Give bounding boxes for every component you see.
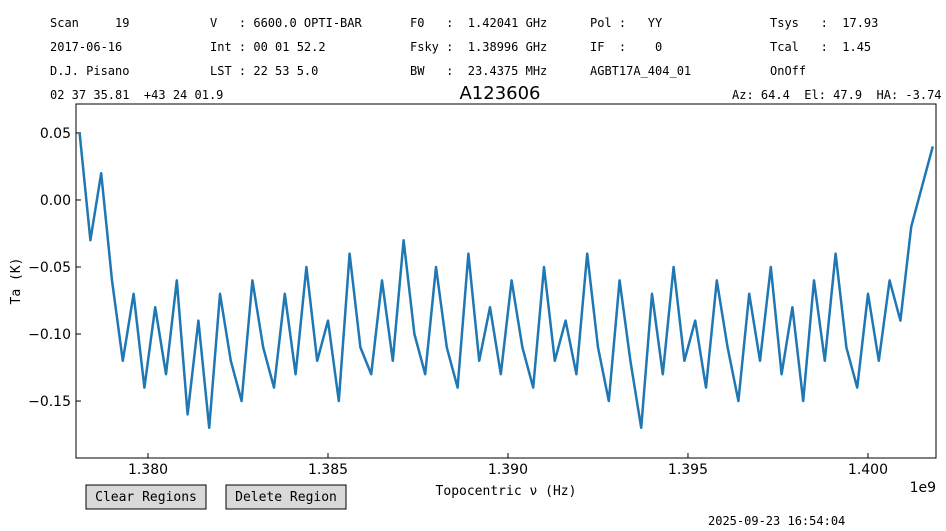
y-tick-label: −0.05 — [28, 260, 71, 276]
button-face — [225, 484, 347, 510]
header-field: Int : 00 01 52.2 — [210, 40, 326, 54]
y-axis-label: Ta (K) — [9, 258, 24, 305]
header-field: D.J. Pisano — [50, 64, 129, 78]
coordinates: 02 37 35.81 +43 24 01.9 — [50, 88, 223, 102]
timestamp: 2025-09-23 16:54:04 — [708, 514, 845, 528]
header-field: Pol : YY — [590, 16, 663, 30]
header-field: F0 : 1.42041 GHz — [410, 16, 547, 30]
button[interactable]: Clear Regions — [85, 484, 207, 510]
x-tick-label: 1.390 — [488, 462, 528, 478]
x-offset-label: 1e9 — [910, 480, 936, 496]
header-field: LST : 22 53 5.0 — [210, 64, 318, 78]
header-field: Scan 19 — [50, 16, 129, 30]
x-tick-label: 1.395 — [668, 462, 708, 478]
spectrum-line — [78, 132, 935, 430]
y-tick-label: 0.05 — [40, 126, 71, 142]
button-face — [85, 484, 207, 510]
x-tick-label: 1.400 — [848, 462, 888, 478]
y-tick-label: −0.15 — [28, 394, 71, 410]
header-field: IF : 0 — [590, 40, 662, 54]
header-field: Tcal : 1.45 — [770, 40, 871, 54]
header-field: Tsys : 17.93 — [770, 16, 878, 30]
header-field: BW : 23.4375 MHz — [410, 64, 547, 78]
x-tick-label: 1.380 — [128, 462, 168, 478]
header-field: 2017-06-16 — [50, 40, 122, 54]
x-axis-label: Topocentric ν (Hz) — [436, 484, 577, 499]
chart-title: A123606 — [459, 83, 540, 104]
x-tick-label: 1.385 — [308, 462, 348, 478]
plot-frame — [75, 103, 937, 459]
button[interactable]: Delete Region — [225, 484, 347, 510]
header-field: AGBT17A_404_01 — [590, 64, 691, 78]
header-field: V : 6600.0 OPTI-BAR — [210, 16, 362, 30]
header-field: OnOff — [770, 64, 806, 78]
header-field: Fsky : 1.38996 GHz — [410, 40, 547, 54]
pointing: Az: 64.4 El: 47.9 HA: -3.74 — [732, 88, 942, 102]
button-label: Delete Region — [235, 490, 337, 505]
y-tick-label: 0.00 — [40, 193, 71, 209]
button-label: Clear Regions — [95, 490, 197, 505]
y-tick-label: −0.10 — [28, 327, 71, 343]
